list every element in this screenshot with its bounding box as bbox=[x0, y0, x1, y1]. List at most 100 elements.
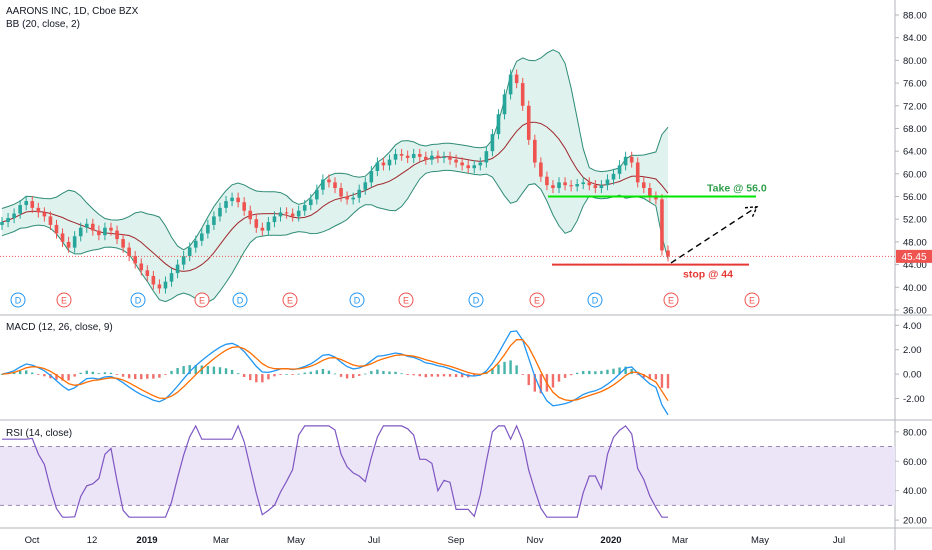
event-marker-circle bbox=[663, 292, 679, 308]
time-tick-label: May bbox=[287, 535, 305, 546]
bb-indicator-label[interactable]: BB (20, close, 2) bbox=[6, 19, 80, 30]
bb-fill-area bbox=[2, 49, 668, 303]
last-price-value: 45.45 bbox=[901, 252, 926, 263]
candle-body bbox=[145, 270, 150, 276]
macd-histogram-bar bbox=[521, 374, 524, 375]
macd-histogram-bar bbox=[376, 369, 379, 375]
macd-histogram-bar bbox=[660, 374, 664, 388]
event-marker-circle bbox=[56, 292, 72, 308]
macd-tick-label: 0.00 bbox=[903, 370, 922, 381]
macd-histogram-bar bbox=[666, 374, 670, 389]
time-tick-label: Jul bbox=[368, 535, 380, 546]
candle-body bbox=[163, 281, 168, 289]
take-profit-label: Take @ 56.0 bbox=[707, 183, 767, 195]
price-tick-label: 88.00 bbox=[903, 11, 927, 22]
candle-body bbox=[393, 153, 398, 160]
event-marker-letter: D bbox=[135, 296, 142, 306]
bb-lower-line bbox=[1, 169, 669, 303]
candle-body bbox=[623, 156, 628, 166]
event-marker-letter: E bbox=[534, 296, 540, 306]
macd-pane: 4.00 2.00 0.00 -2.00 bbox=[0, 321, 925, 416]
candle-body bbox=[345, 196, 349, 200]
event-marker-circle bbox=[194, 292, 210, 308]
macd-histogram-bar bbox=[230, 369, 234, 375]
macd-histogram-bar bbox=[612, 368, 615, 375]
candle-body bbox=[617, 165, 622, 174]
candle-body bbox=[405, 155, 410, 158]
event-marker-letter: D bbox=[237, 296, 244, 306]
event-marker-circle bbox=[232, 292, 248, 308]
candle-body bbox=[496, 114, 501, 135]
candle-body bbox=[91, 223, 95, 231]
macd-histogram-bar bbox=[424, 374, 428, 378]
macd-histogram-bar bbox=[291, 374, 294, 375]
candle-body bbox=[448, 156, 452, 160]
macd-histogram-bar bbox=[594, 371, 597, 375]
macd-histogram-bar bbox=[388, 371, 391, 375]
macd-histogram-bar bbox=[654, 374, 658, 380]
candle-body bbox=[97, 230, 101, 236]
macd-histogram-bar bbox=[18, 370, 22, 375]
event-marker-circle bbox=[282, 292, 298, 308]
macd-histogram-bar bbox=[255, 374, 258, 383]
candle-body bbox=[575, 184, 579, 187]
event-marker-circle bbox=[10, 292, 26, 308]
candle-body bbox=[0, 222, 4, 225]
bb-basis-line bbox=[1, 121, 669, 272]
candle-body bbox=[490, 134, 495, 152]
macd-histogram-bar bbox=[109, 372, 113, 375]
time-tick-label: Oct bbox=[25, 535, 40, 546]
candle-body bbox=[169, 273, 174, 282]
macd-histogram-bar bbox=[539, 374, 543, 394]
time-tick-label: Sep bbox=[448, 535, 465, 546]
macd-histogram-bar bbox=[242, 374, 246, 377]
macd-histogram-bar bbox=[115, 374, 119, 375]
macd-histogram-bar bbox=[170, 370, 173, 375]
macd-histogram-bar bbox=[273, 374, 276, 377]
macd-histogram-bar bbox=[491, 368, 494, 375]
macd-histogram-bar bbox=[321, 368, 325, 375]
candle-body bbox=[454, 159, 458, 163]
macd-histogram-bar bbox=[503, 361, 506, 375]
candle-body bbox=[18, 205, 22, 214]
candle-body bbox=[260, 227, 265, 231]
candle-body bbox=[181, 256, 186, 265]
macd-histogram-bar bbox=[618, 367, 621, 375]
macd-histogram-bar bbox=[442, 374, 446, 377]
candle-body bbox=[526, 105, 531, 140]
candle-body bbox=[442, 156, 446, 158]
macd-histogram-bar bbox=[412, 374, 415, 376]
candle-body bbox=[206, 224, 210, 234]
macd-histogram-bar bbox=[648, 374, 652, 380]
macd-indicator-label[interactable]: MACD (12, 26, close, 9) bbox=[6, 322, 113, 333]
candle-body bbox=[502, 94, 507, 115]
macd-histogram-bar bbox=[642, 374, 645, 378]
macd-histogram-bar bbox=[285, 373, 288, 375]
rsi-tick-label: 40.00 bbox=[903, 486, 927, 497]
macd-tick-label: -2.00 bbox=[903, 394, 925, 405]
macd-histogram-bar bbox=[436, 374, 440, 377]
time-tick-label: 12 bbox=[87, 535, 98, 546]
macd-histogram-bar bbox=[0, 374, 4, 375]
rsi-tick-label: 20.00 bbox=[903, 516, 927, 527]
event-marker-letter: D bbox=[473, 296, 480, 306]
macd-histogram-bar bbox=[406, 374, 409, 376]
time-tick-label: Jul bbox=[833, 535, 845, 546]
rsi-indicator-label[interactable]: RSI (14, close) bbox=[6, 428, 72, 439]
bollinger-band-fill bbox=[2, 49, 668, 303]
macd-histogram-bar bbox=[569, 374, 573, 376]
macd-histogram-bar bbox=[267, 374, 270, 380]
price-tick-label: 80.00 bbox=[903, 56, 927, 67]
macd-histogram-bar bbox=[12, 372, 16, 375]
projection-arrow[interactable] bbox=[670, 206, 758, 264]
candle-body bbox=[436, 155, 440, 158]
candle-body bbox=[66, 241, 71, 248]
last-price-badge bbox=[896, 249, 932, 263]
candle-body bbox=[6, 218, 10, 223]
price-tick-label: 60.00 bbox=[903, 169, 927, 180]
candle-body bbox=[533, 139, 537, 163]
macd-histogram-bar bbox=[400, 373, 403, 375]
candle-body bbox=[321, 179, 325, 190]
